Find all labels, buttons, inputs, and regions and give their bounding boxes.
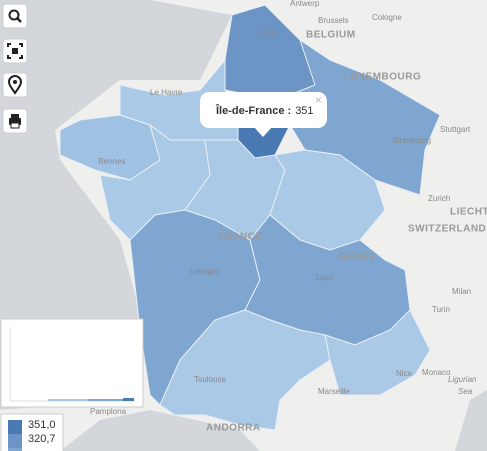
- country-label: ANDORRA: [206, 423, 261, 434]
- fit-icon: [7, 43, 23, 59]
- place-label: Monaco: [422, 368, 451, 377]
- legend-label: 320,7: [28, 433, 56, 445]
- country-label: FRANCE: [218, 232, 263, 243]
- country-label: LUXEMBOURG: [344, 72, 421, 83]
- sea: [455, 390, 487, 451]
- legend: 351,0 320,7: [0, 413, 64, 451]
- region[interactable]: [324, 309, 431, 396]
- mini-bar: [123, 398, 134, 401]
- mini-bar: [48, 399, 88, 401]
- toolbar: [2, 3, 28, 134]
- place-label: Limoges: [190, 267, 220, 276]
- place-label: Pamplona: [90, 407, 127, 416]
- mini-chart-box: [0, 318, 144, 408]
- locate-icon: [13, 80, 17, 84]
- popup-title: Île-de-France :: [215, 104, 291, 117]
- print-icon: [10, 122, 20, 129]
- legend-swatch: [8, 448, 22, 451]
- place-label: Milan: [452, 287, 471, 296]
- mini-chart: [0, 318, 144, 408]
- place-label: Strasbourg: [392, 136, 431, 145]
- search-button[interactable]: [2, 3, 28, 29]
- fit-icon: [12, 48, 18, 54]
- legend-label: 351,0: [28, 419, 56, 431]
- place-label: Toulouse: [194, 375, 227, 384]
- legend-swatch: [8, 434, 22, 448]
- place-label: Le Havre: [150, 88, 183, 97]
- place-label: Nice: [396, 369, 413, 378]
- popup-close[interactable]: ×: [315, 93, 322, 107]
- mini-bar: [88, 399, 123, 401]
- sea-label: Sea: [458, 387, 473, 396]
- locate-icon: [7, 75, 23, 95]
- place-labels: Antwerp Brussels Cologne BELGIUM Lille L…: [90, 0, 487, 434]
- legend-swatch: [8, 420, 22, 434]
- place-label: Rennes: [98, 157, 126, 166]
- search-icon: [8, 9, 20, 21]
- place-label: Turin: [432, 305, 450, 314]
- place-label: Cologne: [372, 13, 402, 22]
- place-label: Marseille: [318, 387, 351, 396]
- region[interactable]: [159, 309, 331, 431]
- popup-box: [200, 92, 327, 128]
- popup-value: 351: [295, 105, 313, 117]
- country-label: BELGIUM: [306, 30, 356, 41]
- country-label: GENEV: [338, 252, 376, 263]
- place-label: Lyon: [316, 273, 333, 282]
- place-label: Stuttgart: [440, 125, 471, 134]
- search-icon: [16, 17, 22, 23]
- place-label: Antwerp: [290, 0, 320, 8]
- country-label: LIECHTE: [450, 207, 487, 218]
- sea-label: Ligurian: [448, 375, 477, 384]
- popup: Île-de-France : 351 ×: [200, 92, 327, 137]
- print-icon: [11, 114, 19, 118]
- place-label: Zurich: [428, 194, 450, 203]
- popup-text: Île-de-France : 351: [215, 104, 314, 117]
- place-label: Lille: [262, 28, 277, 37]
- place-label: Brussels: [318, 16, 349, 25]
- country-label: SWITZERLAND: [408, 224, 486, 235]
- popup-tip: [254, 127, 272, 137]
